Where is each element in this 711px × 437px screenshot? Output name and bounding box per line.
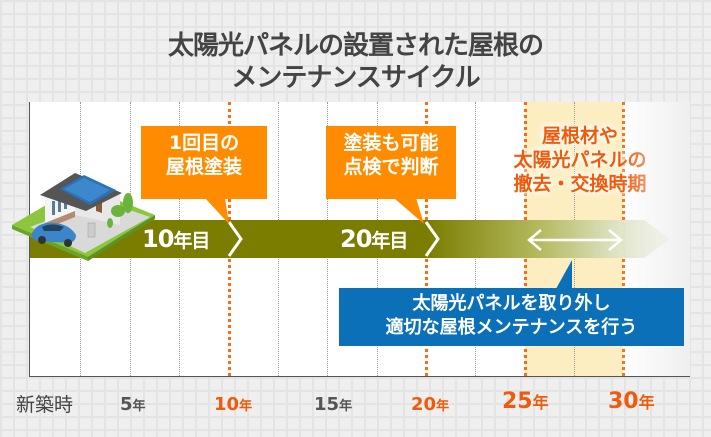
chevron-right-icon — [227, 221, 243, 257]
axis-label-5yr: 5年 — [120, 394, 146, 415]
house-with-solar-panel-and-ev-icon — [12, 173, 155, 261]
axis-label-10yr: 10年 — [214, 394, 253, 415]
double-arrow-icon — [527, 229, 623, 251]
callout-tail — [394, 198, 424, 224]
milestone-10yr: 10年目 — [142, 225, 210, 253]
replacement-period-text: 屋根材や 太陽光パネルの 撤去・交換時期 — [513, 125, 647, 195]
callout-painting-possible: 塗装も可能 点検で判断 — [326, 126, 456, 199]
timeline-panel: 10年目 20年目 1回目の 屋根塗装 塗装も可能 点検で判断 屋根材や 太陽光… — [29, 102, 690, 377]
milestone-20yr: 20年目 — [340, 225, 408, 253]
callout-first-roof-painting: 1回目の 屋根塗装 — [141, 126, 267, 199]
axis-label-new-build: 新築時 — [16, 394, 74, 416]
maintenance-note-box: 太陽光パネルを取り外し 適切な屋根メンテナンスを行う — [339, 288, 684, 346]
title-line-2: メンテナンスサイクル — [231, 63, 480, 93]
callout-tail — [205, 198, 229, 224]
callout-tail — [552, 260, 572, 296]
diagram-title: 太陽光パネルの設置された屋根の メンテナンスサイクル — [0, 30, 711, 94]
chevron-right-icon — [424, 221, 440, 257]
title-line-1: 太陽光パネルの設置された屋根の — [167, 31, 544, 61]
axis-label-25yr: 25年 — [502, 389, 549, 414]
axis-label-20yr: 20年 — [411, 394, 450, 415]
axis-label-15yr: 15年 — [314, 394, 353, 415]
axis-label-30yr: 30年 — [608, 389, 655, 414]
